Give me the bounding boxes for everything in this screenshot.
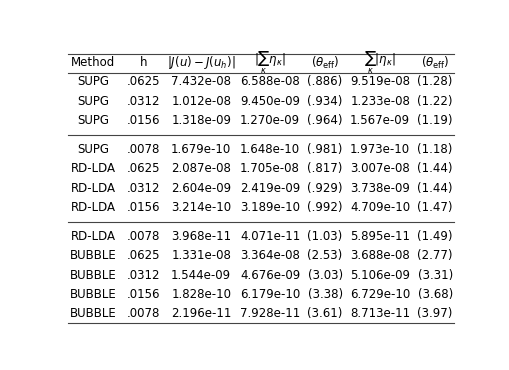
Text: .0156: .0156 [127,114,161,127]
Text: 1.012e-08: 1.012e-08 [171,95,231,108]
Text: 1.679e-10: 1.679e-10 [171,143,232,156]
Text: (3.97): (3.97) [417,307,453,320]
Text: (.929): (.929) [307,182,343,195]
Text: (1.18): (1.18) [417,143,453,156]
Text: RD-LDA: RD-LDA [71,162,116,175]
Text: .0625: .0625 [127,249,161,262]
Text: .0078: .0078 [127,230,160,243]
Text: RD-LDA: RD-LDA [71,201,116,214]
Text: .0156: .0156 [127,288,161,301]
Text: (1.44): (1.44) [417,162,453,175]
Text: BUBBLE: BUBBLE [70,288,117,301]
Text: 2.604e-09: 2.604e-09 [171,182,231,195]
Text: 2.087e-08: 2.087e-08 [172,162,231,175]
Text: 5.106e-09: 5.106e-09 [350,269,410,282]
Text: 2.419e-09: 2.419e-09 [240,182,300,195]
Text: 3.189e-10: 3.189e-10 [240,201,300,214]
Text: $|\sum_{\kappa} \eta_{\kappa}|$: $|\sum_{\kappa} \eta_{\kappa}|$ [254,50,286,76]
Text: Method: Method [71,56,116,69]
Text: 1.973e-10: 1.973e-10 [350,143,410,156]
Text: 1.270e-09: 1.270e-09 [240,114,300,127]
Text: (.817): (.817) [307,162,343,175]
Text: (.886): (.886) [307,75,343,88]
Text: (1.47): (1.47) [417,201,453,214]
Text: (3.68): (3.68) [417,288,453,301]
Text: .0312: .0312 [127,95,161,108]
Text: SUPG: SUPG [77,95,109,108]
Text: 1.544e-09: 1.544e-09 [171,269,231,282]
Text: (.992): (.992) [307,201,343,214]
Text: (3.03): (3.03) [307,269,343,282]
Text: h: h [140,56,148,69]
Text: 1.233e-08: 1.233e-08 [350,95,410,108]
Text: 3.738e-09: 3.738e-09 [350,182,410,195]
Text: (2.53): (2.53) [307,249,343,262]
Text: (3.31): (3.31) [417,269,453,282]
Text: .0078: .0078 [127,307,160,320]
Text: (1.49): (1.49) [417,230,453,243]
Text: .0312: .0312 [127,269,161,282]
Text: 6.588e-08: 6.588e-08 [240,75,300,88]
Text: (1.19): (1.19) [417,114,453,127]
Text: BUBBLE: BUBBLE [70,249,117,262]
Text: .0312: .0312 [127,182,161,195]
Text: 6.729e-10: 6.729e-10 [350,288,410,301]
Text: .0078: .0078 [127,143,160,156]
Text: .0625: .0625 [127,162,161,175]
Text: 7.432e-08: 7.432e-08 [171,75,231,88]
Text: 3.364e-08: 3.364e-08 [240,249,300,262]
Text: .0156: .0156 [127,201,161,214]
Text: 7.928e-11: 7.928e-11 [240,307,300,320]
Text: SUPG: SUPG [77,75,109,88]
Text: 3.214e-10: 3.214e-10 [171,201,231,214]
Text: 6.179e-10: 6.179e-10 [240,288,300,301]
Text: 1.318e-09: 1.318e-09 [171,114,231,127]
Text: $|J(u) - J(u_h)|$: $|J(u) - J(u_h)|$ [167,54,236,71]
Text: 4.709e-10: 4.709e-10 [350,201,410,214]
Text: 1.567e-09: 1.567e-09 [350,114,410,127]
Text: (.981): (.981) [307,143,343,156]
Text: 1.705e-08: 1.705e-08 [240,162,300,175]
Text: 1.828e-10: 1.828e-10 [171,288,231,301]
Text: 9.519e-08: 9.519e-08 [350,75,410,88]
Text: 3.007e-08: 3.007e-08 [350,162,410,175]
Text: RD-LDA: RD-LDA [71,230,116,243]
Text: 4.071e-11: 4.071e-11 [240,230,300,243]
Text: (1.44): (1.44) [417,182,453,195]
Text: 1.648e-10: 1.648e-10 [240,143,300,156]
Text: 9.450e-09: 9.450e-09 [240,95,300,108]
Text: (.934): (.934) [307,95,343,108]
Text: 5.895e-11: 5.895e-11 [350,230,410,243]
Text: $\sum_{\kappa} |\eta_{\kappa}|$: $\sum_{\kappa} |\eta_{\kappa}|$ [364,50,396,76]
Text: (1.03): (1.03) [307,230,343,243]
Text: .0625: .0625 [127,75,161,88]
Text: (1.28): (1.28) [417,75,453,88]
Text: 3.968e-11: 3.968e-11 [171,230,231,243]
Text: 2.196e-11: 2.196e-11 [171,307,232,320]
Text: (.964): (.964) [307,114,343,127]
Text: BUBBLE: BUBBLE [70,307,117,320]
Text: 3.688e-08: 3.688e-08 [350,249,410,262]
Text: (3.38): (3.38) [307,288,343,301]
Text: $(\theta_{\rm eff})$: $(\theta_{\rm eff})$ [421,54,449,71]
Text: (2.77): (2.77) [417,249,453,262]
Text: (1.22): (1.22) [417,95,453,108]
Text: SUPG: SUPG [77,114,109,127]
Text: SUPG: SUPG [77,143,109,156]
Text: 8.713e-11: 8.713e-11 [350,307,410,320]
Text: 1.331e-08: 1.331e-08 [172,249,231,262]
Text: (3.61): (3.61) [307,307,343,320]
Text: 4.676e-09: 4.676e-09 [240,269,300,282]
Text: BUBBLE: BUBBLE [70,269,117,282]
Text: RD-LDA: RD-LDA [71,182,116,195]
Text: $(\theta_{\rm eff})$: $(\theta_{\rm eff})$ [311,54,340,71]
